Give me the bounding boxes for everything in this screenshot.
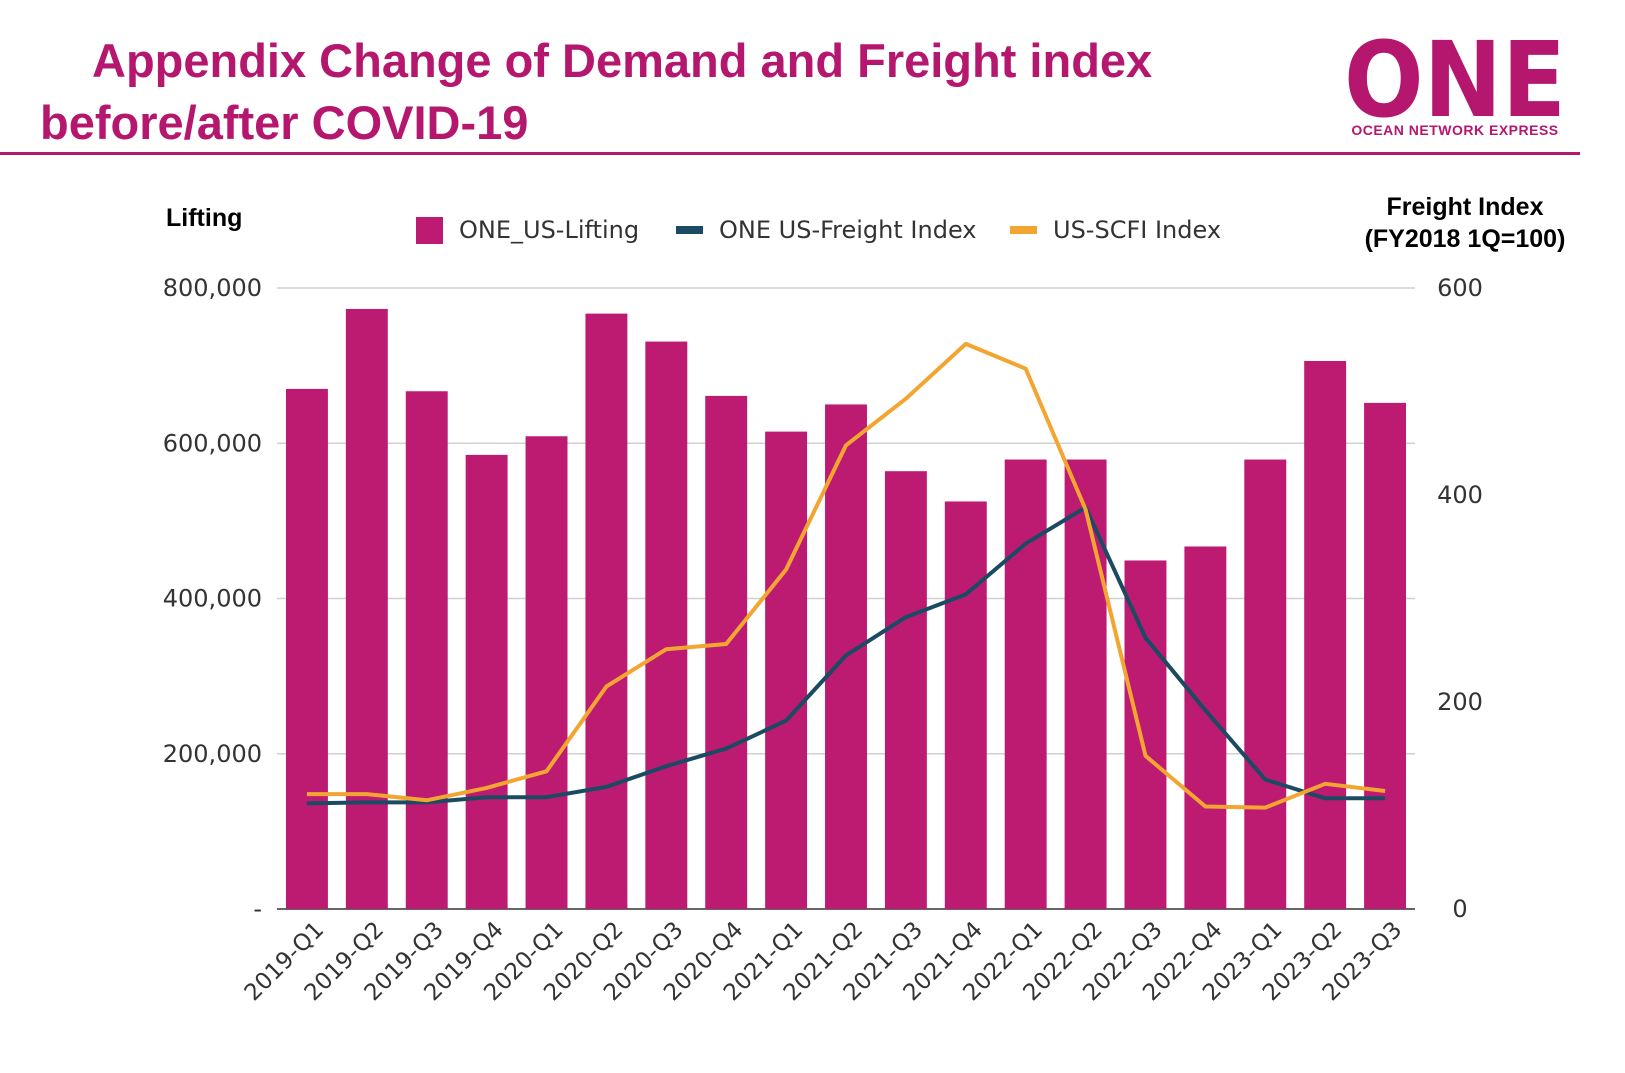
legend-swatch-freight-index — [676, 226, 703, 234]
bar-lifting — [884, 471, 927, 909]
y-tick-label-right: 600 — [1437, 274, 1483, 302]
line-freight-index — [306, 505, 1386, 806]
bar-lifting — [1124, 560, 1167, 909]
bar-lifting — [645, 341, 688, 909]
bar-lifting — [944, 501, 987, 909]
bar-lifting — [1004, 459, 1047, 909]
y-tick-label-left: 400,000 — [163, 585, 262, 613]
legend-item-scfi: US-SCFI Index — [1010, 216, 1221, 244]
bar-lifting — [1364, 402, 1407, 909]
line-scfi-index — [306, 341, 1386, 810]
bar-lifting — [765, 431, 808, 909]
y-tick-label-right: 400 — [1437, 481, 1483, 509]
one-logo: ONE — [1344, 30, 1566, 141]
legend-swatch-scfi — [1010, 226, 1037, 234]
y-tick-label-left: 600,000 — [163, 429, 262, 457]
bar-lifting — [345, 308, 388, 909]
y-axis-right-title-line-1: Freight Index — [1386, 193, 1544, 221]
legend-label-freight-index: ONE US-Freight Index — [719, 216, 977, 244]
bar-lifting — [1244, 459, 1287, 909]
bar-lifting — [705, 395, 748, 909]
bar-lifting — [525, 436, 568, 909]
legend-item-freight-index: ONE US-Freight Index — [676, 216, 976, 244]
y-tick-label-right: 200 — [1437, 688, 1483, 716]
page-title-line-1: Appendix Change of Demand and Freight in… — [92, 34, 1153, 87]
logo-wordmark: ONE — [1344, 30, 1566, 141]
bar-lifting — [1304, 360, 1347, 909]
bar-lifting — [1064, 459, 1107, 909]
y-tick-label-left: - — [253, 895, 262, 923]
bar-lifting — [465, 454, 508, 909]
logo-subtitle: OCEAN NETWORK EXPRESS — [1351, 122, 1559, 138]
header-divider — [0, 152, 1580, 155]
page-title-line-2: before/after COVID-19 — [40, 96, 529, 149]
y-axis-right-title-line-2: (FY2018 1Q=100) — [1364, 225, 1566, 253]
y-tick-label-left: 200,000 — [163, 740, 262, 768]
bar-lifting — [585, 313, 628, 910]
legend-swatch-lifting — [416, 216, 443, 244]
legend-item-lifting: ONE_US-Lifting — [416, 216, 639, 244]
y-axis-left-title: Lifting — [166, 204, 243, 232]
y-tick-label-right: 0 — [1452, 895, 1467, 923]
bar-lifting — [405, 391, 448, 910]
y-tick-label-left: 800,000 — [163, 274, 262, 302]
legend-label-scfi: US-SCFI Index — [1053, 216, 1222, 244]
bar-lifting — [285, 388, 328, 910]
y-axis-right-title: Freight Index (FY2018 1Q=100) — [1355, 191, 1575, 255]
legend-label-lifting: ONE_US-Lifting — [459, 216, 640, 244]
